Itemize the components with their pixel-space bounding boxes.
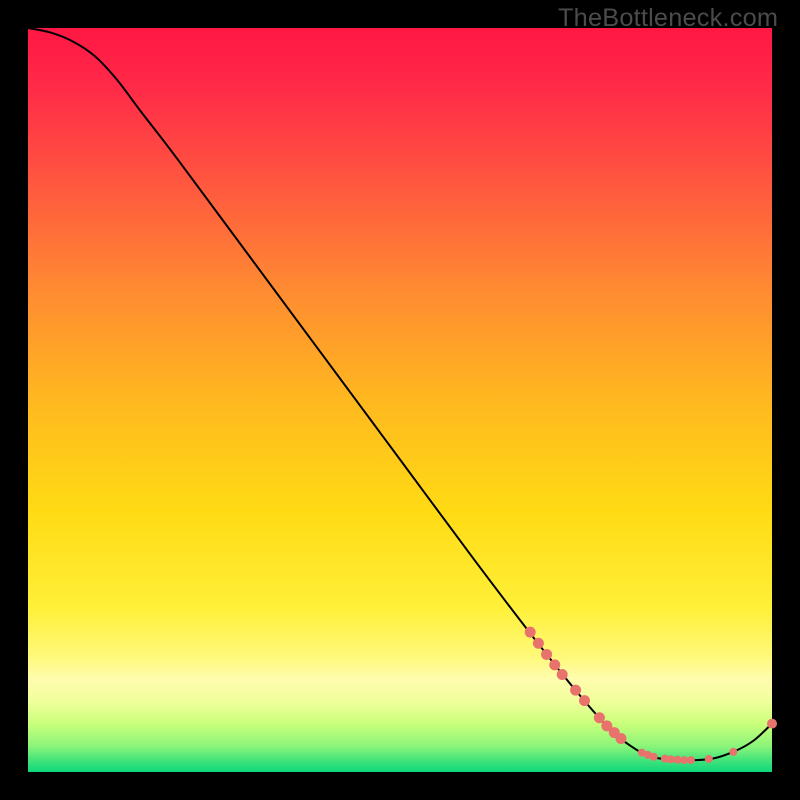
curve-marker [570, 685, 581, 696]
curve-marker [729, 748, 737, 756]
curve-marker [533, 638, 544, 649]
curve-marker [557, 669, 568, 680]
curve-marker [525, 627, 536, 638]
curve-marker [767, 719, 777, 729]
curve-marker [541, 649, 552, 660]
curve-marker [615, 733, 626, 744]
chart-stage: TheBottleneck.com [0, 0, 800, 800]
curve-marker [549, 659, 560, 670]
curve-marker [650, 753, 658, 761]
curve-marker [687, 756, 695, 764]
curve-marker [579, 695, 590, 706]
chart-svg [0, 0, 800, 800]
watermark-text: TheBottleneck.com [558, 4, 778, 33]
curve-marker [705, 755, 713, 763]
curve-marker [594, 712, 605, 723]
gradient-background [28, 28, 772, 772]
